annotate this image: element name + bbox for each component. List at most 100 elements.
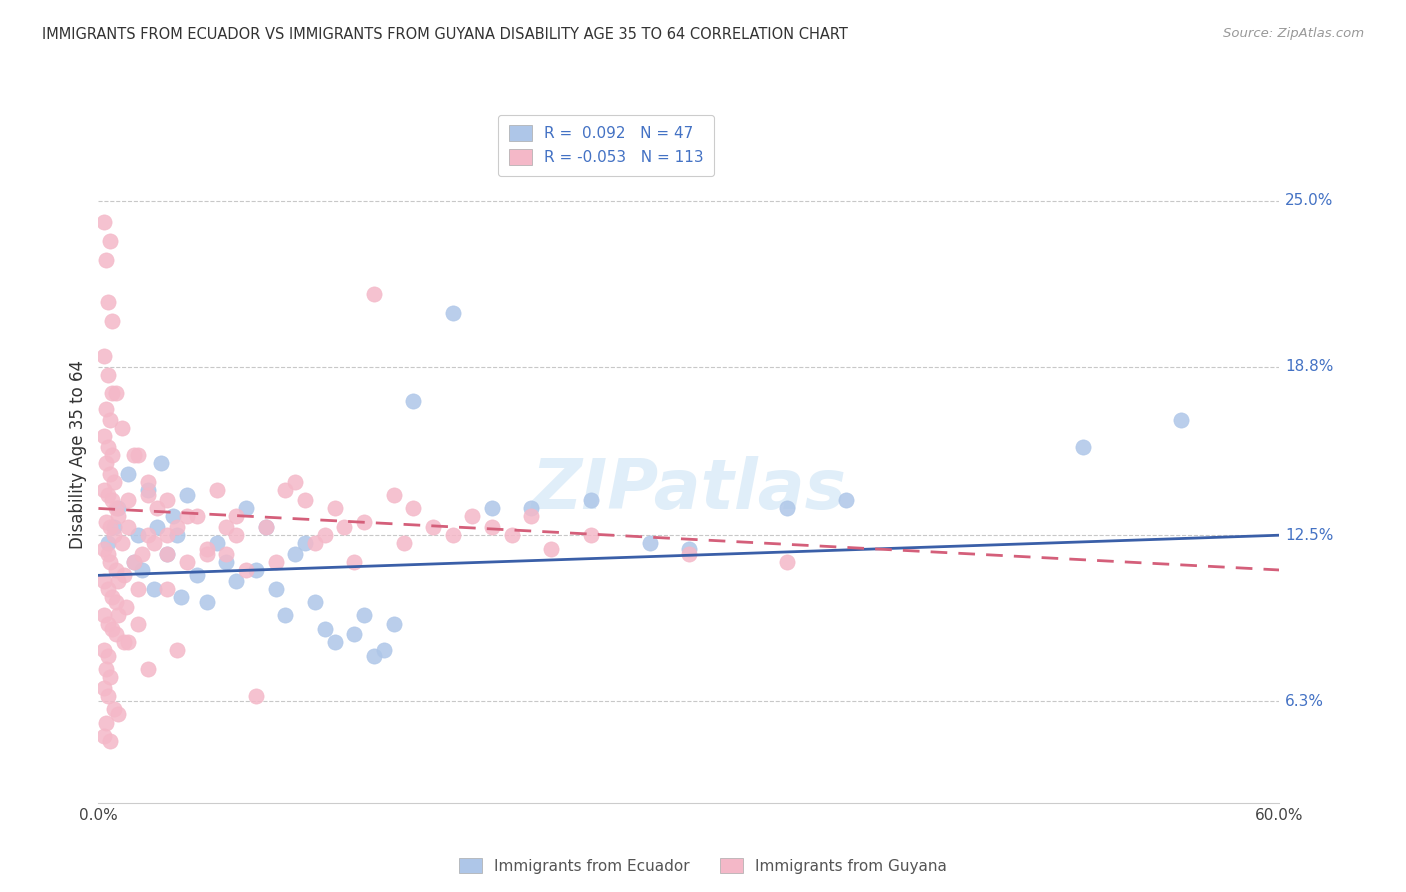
Point — [93, 429, 115, 443]
Point — [156, 493, 179, 508]
Point — [111, 421, 134, 435]
Point — [131, 563, 153, 577]
Point — [103, 475, 125, 489]
Point — [107, 501, 129, 516]
Point — [96, 662, 118, 676]
Point — [162, 509, 184, 524]
Point — [638, 536, 661, 550]
Point — [235, 563, 257, 577]
Point — [176, 509, 198, 524]
Point — [540, 541, 562, 556]
Point — [97, 368, 120, 382]
Point — [195, 541, 218, 556]
Text: ZIPatlas: ZIPatlas — [531, 456, 846, 524]
Point — [363, 287, 385, 301]
Point — [166, 528, 188, 542]
Point — [776, 555, 799, 569]
Point — [96, 715, 118, 730]
Point — [122, 555, 145, 569]
Point — [127, 616, 149, 631]
Point — [98, 467, 121, 481]
Point — [101, 493, 124, 508]
Point — [284, 475, 307, 489]
Point — [353, 515, 375, 529]
Point — [93, 574, 115, 588]
Point — [1071, 440, 1094, 454]
Point — [127, 448, 149, 462]
Point — [103, 528, 125, 542]
Point — [343, 555, 366, 569]
Point — [520, 501, 543, 516]
Point — [115, 600, 138, 615]
Point — [93, 643, 115, 657]
Point — [93, 681, 115, 695]
Point — [579, 493, 602, 508]
Point — [195, 595, 218, 609]
Point — [166, 643, 188, 657]
Point — [112, 568, 135, 582]
Point — [136, 662, 159, 676]
Point — [254, 520, 277, 534]
Point — [105, 595, 128, 609]
Point — [215, 555, 238, 569]
Point — [93, 608, 115, 623]
Point — [98, 670, 121, 684]
Point — [274, 608, 297, 623]
Point — [402, 394, 425, 409]
Point — [294, 493, 316, 508]
Point — [146, 520, 169, 534]
Point — [353, 608, 375, 623]
Point — [142, 536, 165, 550]
Point — [235, 501, 257, 516]
Legend: Immigrants from Ecuador, Immigrants from Guyana: Immigrants from Ecuador, Immigrants from… — [453, 852, 953, 880]
Legend: R =  0.092   N = 47, R = -0.053   N = 113: R = 0.092 N = 47, R = -0.053 N = 113 — [498, 115, 714, 176]
Point — [98, 413, 121, 427]
Point — [97, 440, 120, 454]
Point — [136, 528, 159, 542]
Point — [373, 643, 395, 657]
Point — [254, 520, 277, 534]
Point — [264, 555, 287, 569]
Point — [96, 515, 118, 529]
Point — [101, 448, 124, 462]
Point — [176, 488, 198, 502]
Point — [215, 547, 238, 561]
Point — [96, 252, 118, 267]
Point — [96, 402, 118, 417]
Point — [97, 295, 120, 310]
Point — [98, 520, 121, 534]
Point — [170, 590, 193, 604]
Point — [105, 501, 128, 516]
Point — [579, 528, 602, 542]
Point — [314, 622, 336, 636]
Point — [122, 555, 145, 569]
Point — [105, 563, 128, 577]
Point — [1170, 413, 1192, 427]
Point — [461, 509, 484, 524]
Point — [103, 702, 125, 716]
Point — [264, 582, 287, 596]
Point — [304, 536, 326, 550]
Point — [776, 501, 799, 516]
Text: 12.5%: 12.5% — [1285, 528, 1334, 542]
Point — [156, 547, 179, 561]
Point — [111, 536, 134, 550]
Point — [323, 501, 346, 516]
Point — [97, 689, 120, 703]
Point — [131, 547, 153, 561]
Text: 6.3%: 6.3% — [1285, 694, 1324, 708]
Point — [142, 582, 165, 596]
Point — [441, 528, 464, 542]
Point — [107, 707, 129, 722]
Text: IMMIGRANTS FROM ECUADOR VS IMMIGRANTS FROM GUYANA DISABILITY AGE 35 TO 64 CORREL: IMMIGRANTS FROM ECUADOR VS IMMIGRANTS FR… — [42, 27, 848, 42]
Point — [363, 648, 385, 663]
Point — [156, 547, 179, 561]
Point — [245, 563, 267, 577]
Point — [97, 648, 120, 663]
Point — [101, 314, 124, 328]
Point — [382, 616, 405, 631]
Point — [382, 488, 405, 502]
Point — [402, 501, 425, 516]
Point — [105, 386, 128, 401]
Point — [107, 509, 129, 524]
